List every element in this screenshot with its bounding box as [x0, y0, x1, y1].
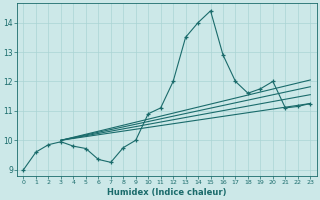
- X-axis label: Humidex (Indice chaleur): Humidex (Indice chaleur): [107, 188, 227, 197]
